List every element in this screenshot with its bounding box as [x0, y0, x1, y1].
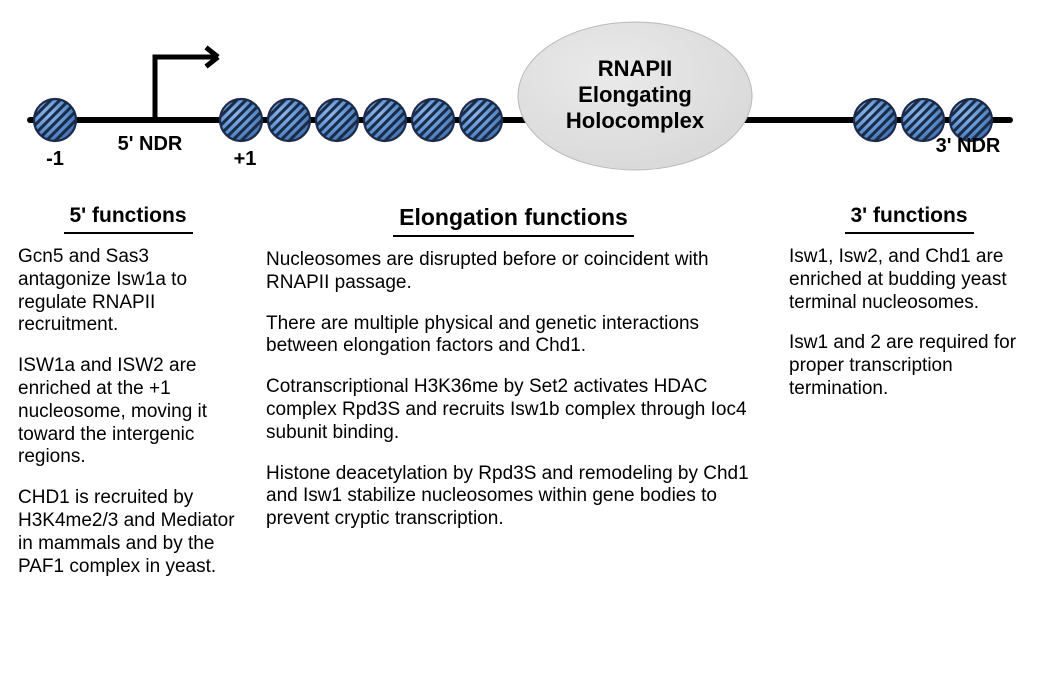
column-paragraph: Isw1 and 2 are required for proper trans…: [789, 332, 1029, 400]
holocomplex-label: Elongating: [578, 82, 692, 107]
column-title: 5' functions: [64, 204, 193, 234]
function-column: 5' functions Gcn5 and Sas3 antagonize Isw…: [18, 204, 238, 578]
column-paragraph: Gcn5 and Sas3 antagonize Isw1a to regula…: [18, 246, 238, 337]
text-columns: 5' functions Gcn5 and Sas3 antagonize Isw…: [0, 204, 1050, 578]
figure-canvas: RNAPIIElongatingHolocomplex -1 5' NDR +1 3' …: [0, 0, 1050, 686]
diagram-label: 3' NDR: [936, 135, 1001, 157]
diagram-label: 5' NDR: [118, 133, 183, 155]
holocomplex: RNAPIIElongatingHolocomplex: [518, 22, 752, 170]
holocomplex-label: RNAPII: [598, 56, 673, 81]
column-paragraph: Isw1, Isw2, and Chd1 are enriched at bud…: [789, 246, 1029, 314]
function-column: 3' functions Isw1, Isw2, and Chd1 are enr…: [789, 204, 1029, 578]
column-paragraph: Cotranscriptional H3K36me by Set2 activa…: [266, 376, 761, 444]
holocomplex-label: Holocomplex: [566, 108, 705, 133]
column-title: Elongation functions: [393, 204, 634, 237]
column-paragraph: CHD1 is recruited by H3K4me2/3 and Media…: [18, 487, 238, 578]
function-column: Elongation functions Nucleosomes are disr…: [266, 204, 761, 578]
gene-diagram: RNAPIIElongatingHolocomplex -1 5' NDR +1 3' …: [0, 0, 1050, 200]
column-paragraph: Histone deacetylation by Rpd3S and remod…: [266, 463, 761, 531]
column-title: 3' functions: [845, 204, 974, 234]
column-paragraph: ISW1a and ISW2 are enriched at the +1 nu…: [18, 355, 238, 469]
diagram-label: -1: [46, 148, 64, 170]
column-paragraph: Nucleosomes are disrupted before or coin…: [266, 249, 761, 295]
column-paragraph: There are multiple physical and genetic …: [266, 313, 761, 359]
diagram-label: +1: [234, 148, 257, 170]
